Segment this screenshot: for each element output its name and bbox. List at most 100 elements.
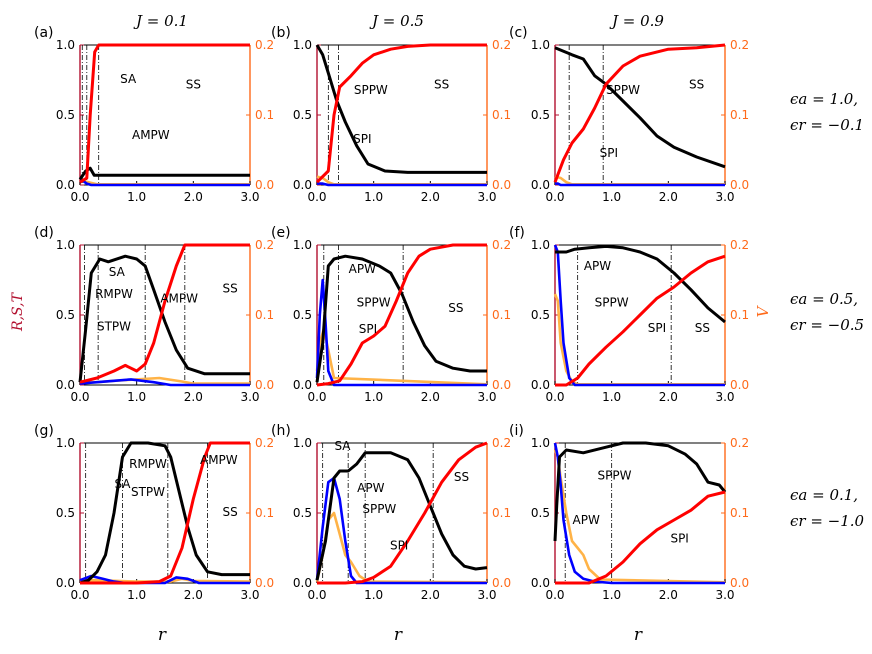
panel-h-label: (h) — [271, 423, 291, 439]
panel-d-series-T — [79, 378, 250, 387]
panel-a-series-R — [79, 43, 250, 184]
panel-e-xtick-label-2: 2.0 — [421, 390, 440, 404]
panel-a-xtick-label-2: 2.0 — [184, 190, 203, 204]
panel-d-annotation-4: SS — [223, 282, 238, 296]
column-title-1: J = 0.1 — [133, 12, 188, 30]
panel-d-xtick-label-0: 0.0 — [70, 390, 89, 404]
panel-h-annotation-2: SPPW — [362, 502, 396, 516]
panel-g-label: (g) — [34, 423, 54, 439]
panel-a-annotation-2: SS — [186, 77, 201, 91]
panel-b-ytick-right-label-0: 0.0 — [492, 178, 511, 192]
panel-b: (b)0.0 1.0 2.0 3.00.00.51.00.00.10.2SPPWSPI… — [271, 25, 511, 204]
panel-g-ytick-right-label-1: 0.1 — [255, 506, 274, 520]
panel-i-ytick-right-label-1: 0.1 — [730, 506, 749, 520]
panel-e-annotation-2: SPI — [359, 322, 377, 336]
panel-f-ytick-right-label-1: 0.1 — [730, 308, 749, 322]
panel-g-series-S — [79, 441, 250, 585]
panel-d-series-R — [79, 243, 250, 384]
panel-c-ytick-left-label-0: 0.0 — [531, 178, 550, 192]
panel-d-xtick-label-1: 1.0 — [127, 390, 146, 404]
panel-h: (h)0.0 1.0 2.0 3.00.00.51.00.00.10.2SAAPWSP… — [271, 423, 511, 602]
panel-f-xtick-label-2: 2.0 — [659, 390, 678, 404]
panel-b-ytick-left-label-2: 1.0 — [293, 38, 312, 52]
panel-h-xtick-label-3: 3.0 — [477, 588, 496, 602]
panel-g-xtick-label-3: 3.0 — [240, 588, 259, 602]
panel-e-label: (e) — [271, 225, 291, 241]
panel-d-series-S — [78, 254, 250, 383]
panel-a-xtick-label-0: 0.0 — [70, 190, 89, 204]
panel-a-label: (a) — [34, 25, 54, 41]
row-label-2-line2: ϵr = −0.5 — [790, 316, 864, 334]
panel-a-series-S — [78, 166, 250, 181]
panel-g-annotation-1: RMPW — [129, 457, 167, 471]
panel-e-ytick-right-label-2: 0.2 — [492, 238, 511, 252]
panel-c-ytick-right-label-0: 0.0 — [730, 178, 749, 192]
panel-d-xtick-label-2: 2.0 — [184, 390, 203, 404]
panel-i-ytick-right-label-0: 0.0 — [730, 576, 749, 590]
panel-h-ytick-right-label-0: 0.0 — [492, 576, 511, 590]
panel-g-ytick-right-label-2: 0.2 — [255, 436, 274, 450]
panel-d-ytick-right-label-0: 0.0 — [255, 378, 274, 392]
panel-g-ytick-left-label-2: 1.0 — [56, 436, 75, 450]
panel-i-label: (i) — [509, 423, 524, 439]
panel-d: (d)0.0 1.0 2.0 3.00.00.51.00.00.10.2SARMPWS… — [34, 225, 274, 404]
panel-a-xtick-label-3: 3.0 — [240, 190, 259, 204]
row-label-3-line1: ϵa = 0.1, — [790, 486, 858, 504]
panel-c-label: (c) — [509, 25, 528, 41]
panel-b-ytick-left-label-1: 0.5 — [293, 108, 312, 122]
panel-g-xtick-label-2: 2.0 — [184, 588, 203, 602]
panel-b-annotation-0: SPPW — [354, 83, 388, 97]
panel-e-series-S — [315, 254, 487, 383]
panel-g: (g)0.0 1.0 2.0 3.00.00.51.00.00.10.2SARMPWS… — [34, 423, 274, 602]
panel-c: (c)0.0 1.0 2.0 3.00.00.51.00.00.10.2SPPWSPI… — [509, 25, 749, 204]
panel-f-ytick-right-label-0: 0.0 — [730, 378, 749, 392]
panel-b-ytick-right-label-2: 0.2 — [492, 38, 511, 52]
panel-f-ytick-left-label-1: 0.5 — [531, 308, 550, 322]
panel-c-series-R — [553, 43, 726, 183]
panel-e-ytick-left-label-0: 0.0 — [293, 378, 312, 392]
panel-h-annotation-4: SS — [454, 470, 469, 484]
panel-a-xtick-label-1: 1.0 — [127, 190, 146, 204]
panel-a-ytick-left-label-1: 0.5 — [56, 108, 75, 122]
panel-f-xtick-label-1: 1.0 — [602, 390, 621, 404]
panel-c-xtick-label-0: 0.0 — [545, 190, 564, 204]
panel-e-ytick-right-label-1: 0.1 — [492, 308, 511, 322]
panel-h-ytick-left-label-0: 0.0 — [293, 576, 312, 590]
panel-g-ytick-left-label-1: 0.5 — [56, 506, 75, 520]
panel-g-xtick-label-0: 0.0 — [70, 588, 89, 602]
panel-e-series-R — [316, 243, 487, 387]
panel-d-annotation-2: STPW — [97, 319, 131, 333]
panel-b-annotation-1: SPI — [353, 132, 371, 146]
panel-b-ytick-right-label-1: 0.1 — [492, 108, 511, 122]
panel-c-ytick-right-label-1: 0.1 — [730, 108, 749, 122]
panel-e-xtick-label-3: 3.0 — [477, 390, 496, 404]
panel-h-ytick-right-label-1: 0.1 — [492, 506, 511, 520]
panel-c-ytick-right-label-2: 0.2 — [730, 38, 749, 52]
panel-a-series-T — [80, 179, 250, 187]
panel-g-ytick-right-label-0: 0.0 — [255, 576, 274, 590]
panel-e-xtick-label-1: 1.0 — [364, 390, 383, 404]
panel-b-series-R — [315, 43, 487, 184]
panels: (a)0.0 1.0 2.0 3.00.00.51.00.00.10.2SAAMPWS… — [34, 25, 749, 602]
panel-a: (a)0.0 1.0 2.0 3.00.00.51.00.00.10.2SAAMPWS… — [34, 25, 274, 204]
panel-b-series-V — [316, 175, 487, 186]
panel-f: (f)0.0 1.0 2.0 3.00.00.51.00.00.10.2APWSPPW… — [509, 225, 749, 404]
panel-c-series-T — [555, 182, 725, 187]
panel-d-ytick-left-label-2: 1.0 — [56, 238, 75, 252]
panel-a-ytick-right-label-1: 0.1 — [255, 108, 274, 122]
panel-c-annotation-1: SPI — [600, 146, 618, 160]
panel-a-ytick-left-label-2: 1.0 — [56, 38, 75, 52]
panel-f-annotation-1: SPPW — [595, 296, 629, 310]
panel-g-annotation-3: AMPW — [200, 453, 238, 467]
panel-i-annotation-1: APW — [573, 513, 600, 527]
panel-i-ytick-left-label-1: 0.5 — [531, 506, 550, 520]
panel-h-ytick-left-label-2: 1.0 — [293, 436, 312, 450]
panel-a-ytick-right-label-2: 0.2 — [255, 38, 274, 52]
panel-b-ytick-left-label-0: 0.0 — [293, 178, 312, 192]
row-label-3-line2: ϵr = −1.0 — [790, 512, 865, 530]
panel-d-label: (d) — [34, 225, 54, 241]
panel-b-series-S — [315, 44, 487, 174]
panel-i-xtick-label-1: 1.0 — [602, 588, 621, 602]
panel-f-annotation-0: APW — [584, 259, 611, 273]
panel-i: (i)0.0 1.0 2.0 3.00.00.51.00.00.10.2SPPWAPW… — [509, 423, 749, 602]
